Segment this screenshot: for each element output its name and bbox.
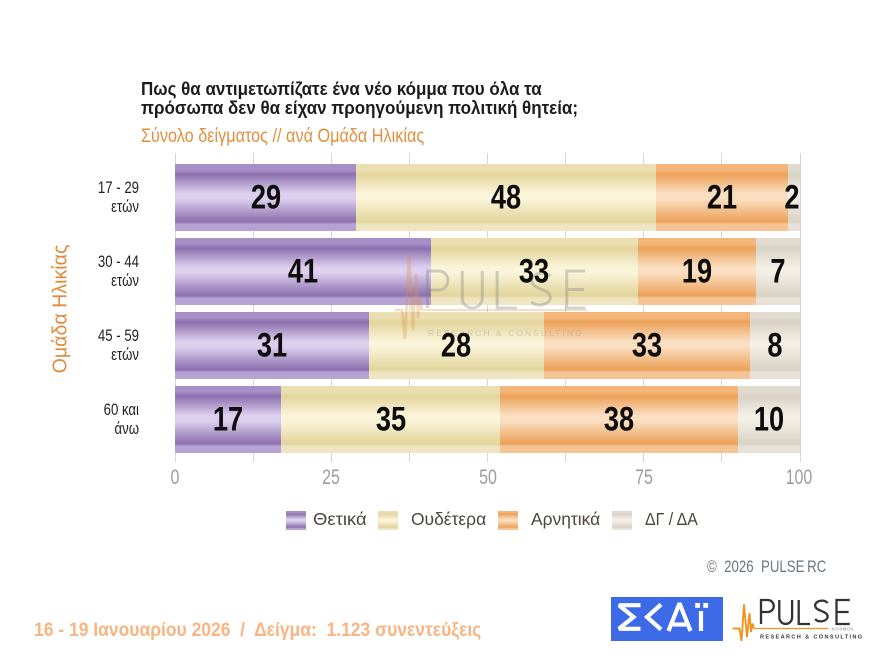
svg-text:KOSMOS: KOSMOS (832, 627, 854, 632)
svg-text:RESEARCH & CONSULTING: RESEARCH & CONSULTING (428, 328, 584, 338)
svg-text:RESEARCH & CONSULTING: RESEARCH & CONSULTING (760, 635, 863, 641)
